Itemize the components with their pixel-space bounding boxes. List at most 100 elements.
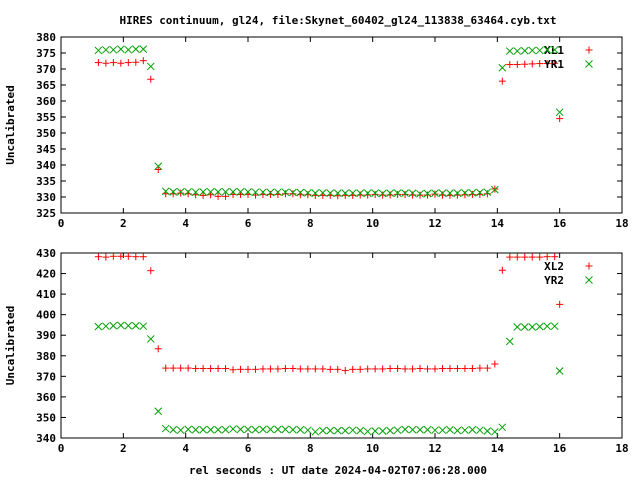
data-point-d2 [550,45,559,54]
data-point [169,425,178,434]
data-point [446,425,454,434]
data-point [176,426,185,435]
data-point-d2 [206,425,215,434]
data-point-d2 [131,321,140,330]
data-point [281,188,290,197]
data-point [169,188,178,196]
data-point [483,190,491,198]
data-point-d2 [303,426,312,435]
x-tick-label: 14 [491,217,505,230]
data-point [386,365,394,373]
data-point-d2 [408,189,417,198]
data-point [506,61,514,69]
data-point-d2 [102,322,110,331]
data-point [229,366,237,374]
data-point-d2 [169,188,178,196]
data-point [393,189,402,198]
data-point [506,253,514,261]
data-point [498,77,506,85]
data-point [236,188,245,196]
data-point-d2 [535,46,544,55]
data-point [483,364,491,372]
data-point-d2 [146,62,155,71]
data-point [348,189,357,198]
data-point [274,425,282,434]
data-point [236,425,245,434]
data-point-d2 [184,425,193,434]
y-tick-label: 370 [36,63,56,76]
data-point [162,364,170,372]
legend-marker-d2 [585,276,593,284]
data-point [394,190,402,198]
data-point [528,253,536,261]
data-point-d2 [236,425,245,434]
data-point [281,190,289,198]
data-point [371,427,380,435]
data-point [476,426,484,435]
data-point-d2 [318,426,327,435]
data-point [431,426,439,435]
legend-marker [585,262,593,270]
data-point-d2 [326,426,335,435]
data-point [94,253,102,261]
data-point-d2 [348,189,357,198]
data-point-d2 [131,45,140,54]
data-point-d2 [490,427,499,436]
data-point [199,191,207,199]
data-point [266,365,274,373]
data-point [513,253,521,261]
data-point [363,427,372,436]
data-point-d2 [311,427,320,436]
data-point [378,189,387,198]
data-point-d2 [393,189,402,198]
data-point [468,188,477,197]
data-point [289,365,297,373]
data-point-d2 [221,425,230,434]
data-point-d2 [333,189,342,198]
x-tick-label: 6 [245,442,252,455]
legend-marker-d2 [585,60,593,68]
data-point [124,252,132,260]
data-point-d2 [476,426,484,435]
data-point [438,426,447,435]
data-point [184,364,192,372]
data-point [431,365,439,373]
data-point [274,188,282,197]
data-point-d2 [438,189,447,198]
data-point-d2 [296,188,305,197]
data-point-d2 [476,188,484,197]
x-axis-label: rel seconds : UT date 2024-04-02T07:06:2… [189,464,487,477]
x-tick-label: 14 [491,442,505,455]
data-point [364,365,372,373]
data-point [438,189,447,198]
data-point-d2 [498,63,507,72]
data-point [132,253,140,261]
data-point [379,365,387,373]
data-point [94,46,103,55]
data-point-d2 [169,425,178,434]
data-point-d2 [520,46,529,55]
panel-top: 0 2 4 6 8 10 12 14 16 18 325 330 335 340 345 350 355 360 3… [4,31,629,230]
y-tick-label: 380 [36,350,56,363]
data-point-d2 [461,426,469,435]
data-point [281,425,290,434]
data-point [555,367,564,375]
y-tick-label: 365 [36,79,56,92]
x-tick-label: 8 [307,442,314,455]
data-point [513,61,521,69]
data-point [146,62,155,71]
data-point-d2 [363,189,372,198]
data-point-d2 [229,188,237,196]
data-point [289,425,297,434]
data-point [513,47,522,55]
data-point [490,427,499,436]
data-point [543,322,552,331]
data-point [169,364,177,372]
data-point [505,337,514,346]
y-tick-label: 335 [36,175,56,188]
data-point [409,365,417,373]
y-tick-label: 350 [36,127,56,140]
data-point-d2 [318,188,327,197]
data-point [311,365,319,373]
